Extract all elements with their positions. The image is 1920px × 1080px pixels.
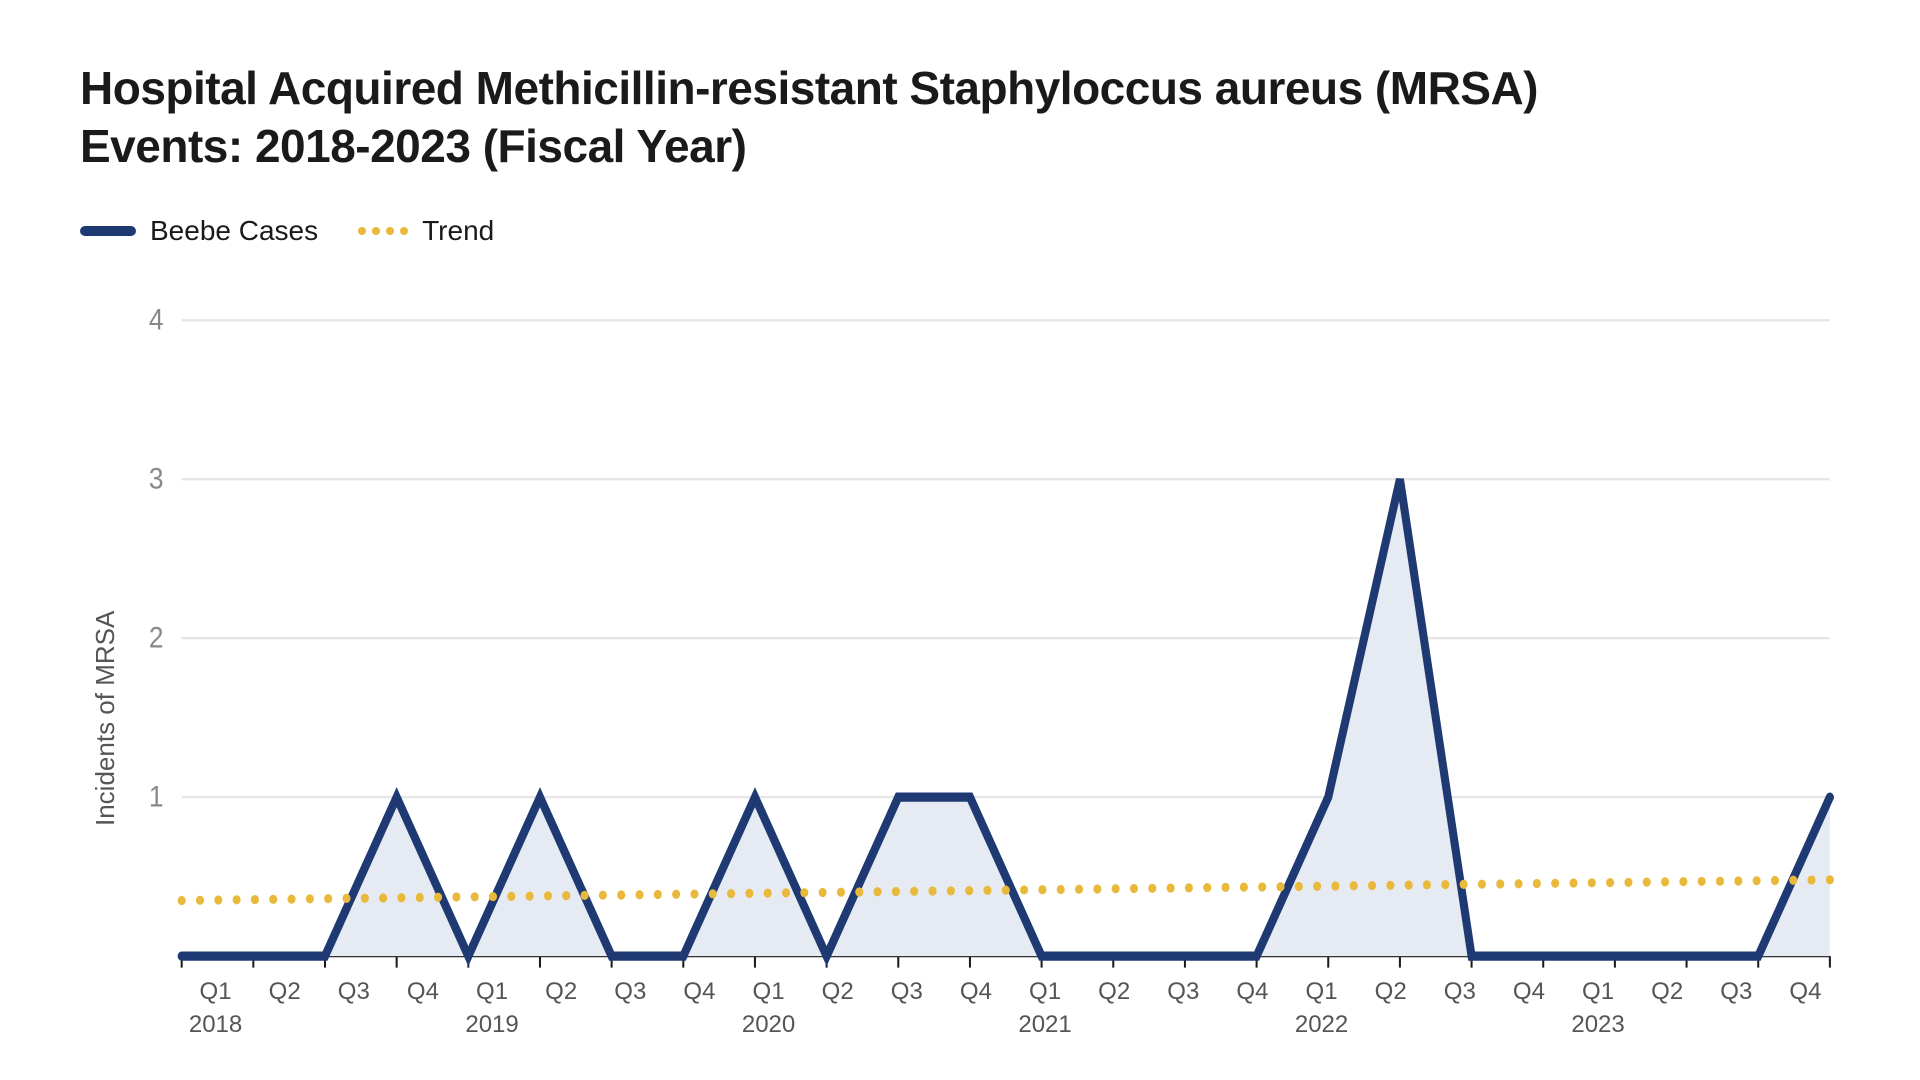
y-tick-label: 4 (149, 303, 164, 336)
x-tick-quarter: Q3 (872, 976, 941, 1007)
x-tick-year: 2018 (181, 1009, 250, 1040)
x-tick-quarter: Q4 (1494, 976, 1563, 1007)
x-axis-labels: Q12018Q2Q3Q4Q12019Q2Q3Q4Q12020Q2Q3Q4Q120… (121, 976, 1840, 1040)
x-tick-label: Q3 (872, 976, 941, 1040)
x-tick-label: Q2 (1080, 976, 1149, 1040)
x-tick-quarter: Q1 (734, 976, 803, 1007)
x-tick-label: Q4 (1218, 976, 1287, 1040)
legend-trend-swatch (358, 227, 408, 235)
y-tick-label: 2 (149, 621, 164, 654)
plot-wrapper: 1234 Q12018Q2Q3Q4Q12019Q2Q3Q4Q12020Q2Q3Q… (121, 277, 1840, 1040)
x-tick-quarter: Q2 (803, 976, 872, 1007)
x-tick-quarter: Q2 (250, 976, 319, 1007)
legend-item-trend: Trend (358, 215, 494, 247)
x-tick-label: Q12022 (1287, 976, 1356, 1040)
x-tick-quarter: Q1 (458, 976, 527, 1007)
legend-trend-label: Trend (422, 215, 494, 247)
x-tick-label: Q2 (250, 976, 319, 1040)
x-tick-label: Q12023 (1564, 976, 1633, 1040)
chart-container: Hospital Acquired Methicillin-resistant … (0, 0, 1920, 1080)
x-tick-label: Q4 (388, 976, 457, 1040)
x-tick-quarter: Q2 (1080, 976, 1149, 1007)
x-tick-label: Q12019 (458, 976, 527, 1040)
x-tick-quarter: Q4 (1771, 976, 1840, 1007)
x-tick-quarter: Q3 (1149, 976, 1218, 1007)
x-tick-quarter: Q3 (319, 976, 388, 1007)
x-tick-label: Q2 (1356, 976, 1425, 1040)
x-tick-label: Q12020 (734, 976, 803, 1040)
x-tick-quarter: Q4 (1218, 976, 1287, 1007)
legend: Beebe Cases Trend (80, 215, 1840, 247)
x-tick-label: Q3 (1149, 976, 1218, 1040)
x-tick-year: 2021 (1011, 1009, 1080, 1040)
plot: 1 2 3 4 (121, 277, 1840, 968)
x-tick-quarter: Q3 (596, 976, 665, 1007)
x-tick-quarter: Q4 (388, 976, 457, 1007)
x-tick-label: Q12018 (181, 976, 250, 1040)
chart-area: Incidents of MRSA 1234 Q12018Q2Q3Q4Q1201… (80, 277, 1840, 1040)
x-tick-quarter: Q2 (1633, 976, 1702, 1007)
legend-series-label: Beebe Cases (150, 215, 318, 247)
x-tick-quarter: Q1 (1011, 976, 1080, 1007)
x-tick-label: Q2 (803, 976, 872, 1040)
y-axis-label: Incidents of MRSA (80, 277, 121, 1040)
x-tick-label: Q4 (665, 976, 734, 1040)
legend-series-swatch (80, 226, 136, 236)
chart-title: Hospital Acquired Methicillin-resistant … (80, 60, 1840, 175)
x-tick-label: Q4 (941, 976, 1010, 1040)
x-tick-quarter: Q2 (527, 976, 596, 1007)
x-tick-quarter: Q2 (1356, 976, 1425, 1007)
x-tick-label: Q3 (1702, 976, 1771, 1040)
x-tick-label: Q4 (1494, 976, 1563, 1040)
x-tick-year: 2020 (734, 1009, 803, 1040)
x-tick-quarter: Q3 (1425, 976, 1494, 1007)
x-tick-label: Q3 (319, 976, 388, 1040)
x-tick-year: 2023 (1564, 1009, 1633, 1040)
x-tick-label: Q3 (1425, 976, 1494, 1040)
x-tick-label: Q4 (1771, 976, 1840, 1040)
x-tick-label: Q2 (1633, 976, 1702, 1040)
y-tick-label: 3 (149, 462, 164, 495)
y-tick-label: 1 (149, 780, 164, 813)
x-tick-quarter: Q4 (665, 976, 734, 1007)
x-tick-quarter: Q1 (181, 976, 250, 1007)
x-tick-quarter: Q1 (1287, 976, 1356, 1007)
x-tick-label: Q12021 (1011, 976, 1080, 1040)
chart-title-line1: Hospital Acquired Methicillin-resistant … (80, 62, 1538, 114)
x-tick-label: Q3 (596, 976, 665, 1040)
plot-svg: 1 2 3 4 (121, 277, 1840, 968)
x-tick-year: 2022 (1287, 1009, 1356, 1040)
x-tick-label: Q2 (527, 976, 596, 1040)
x-tick-quarter: Q4 (941, 976, 1010, 1007)
x-tick-quarter: Q3 (1702, 976, 1771, 1007)
x-tick-quarter: Q1 (1564, 976, 1633, 1007)
chart-title-line2: Events: 2018-2023 (Fiscal Year) (80, 120, 746, 172)
legend-item-series: Beebe Cases (80, 215, 318, 247)
x-tick-year: 2019 (458, 1009, 527, 1040)
